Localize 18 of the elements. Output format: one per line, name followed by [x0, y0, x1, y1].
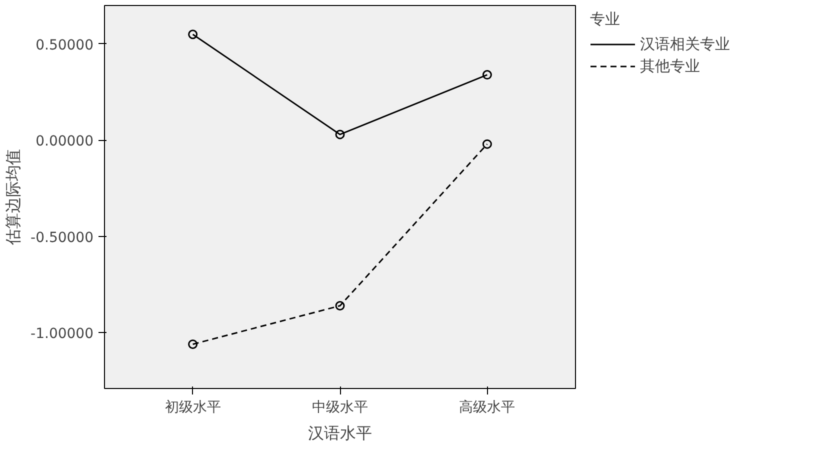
legend-label: 其他专业: [640, 56, 700, 76]
point: [188, 339, 198, 349]
point: [335, 301, 345, 310]
point: [482, 70, 492, 80]
x-tick-label: 初级水平: [164, 400, 221, 416]
legend-label: 汉语相关专业: [640, 34, 730, 54]
point: [482, 139, 492, 149]
y-tick-label: 0.00000: [36, 134, 94, 150]
point: [335, 130, 345, 140]
legend-title: 专业: [590, 10, 621, 29]
y-tick-label: -1.00000: [30, 326, 94, 342]
x-tick-label: 中级水平: [312, 400, 368, 416]
x-axis-title: 汉语水平: [308, 424, 372, 442]
y-tick-label: 0.50000: [36, 37, 94, 54]
x-tick-label: 高级水平: [459, 400, 516, 416]
point: [188, 30, 198, 40]
y-axis-title: 估算边际均值: [4, 149, 23, 246]
y-tick-label: -0.50000: [30, 230, 94, 246]
